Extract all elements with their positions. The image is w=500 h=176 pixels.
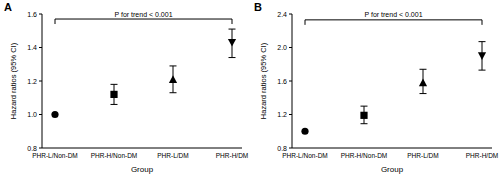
annotation: P for trend < 0.001 [364, 11, 422, 18]
panel-label: B [254, 1, 262, 13]
error-bar [229, 29, 236, 57]
error-bar [420, 69, 427, 93]
point [301, 128, 308, 135]
annotation: P for trend < 0.001 [114, 11, 172, 18]
panel: B 0.8 1.2 1.6 2.0 2.4 PHR-L/Non-DM PHR-H/Non-DM… [254, 1, 498, 174]
y-axis-label: Hazard ratios (95% CI) [9, 42, 18, 119]
y-tick [39, 81, 42, 82]
x-tick-label: PHR-L/Non-DM [32, 152, 78, 159]
y-tick [289, 81, 292, 82]
x-tick-label: PHR-H/DM [216, 152, 249, 159]
y-tick [289, 148, 292, 149]
y-tick [39, 14, 42, 15]
marks [51, 29, 236, 118]
x-axis-label: Group [381, 165, 404, 174]
y-tick [289, 114, 292, 115]
point [110, 91, 117, 98]
point [478, 52, 486, 60]
y-tick-label: 0.8 [277, 145, 287, 152]
x-axis [292, 148, 492, 149]
y-tick [39, 114, 42, 115]
y-tick [39, 148, 42, 149]
y-tick-label: 1.0 [27, 111, 37, 118]
x-tick-label: PHR-H/Non-DM [91, 152, 138, 159]
point [169, 75, 177, 83]
x-tick-label: PHR-L/Non-DM [282, 152, 328, 159]
point [51, 111, 58, 118]
point [419, 79, 427, 87]
y-axis-label: Hazard ratios (95% CI) [259, 42, 268, 119]
x-tick-label: PHR-L/DM [407, 152, 438, 159]
y-tick [289, 14, 292, 15]
y-tick-label: 1.6 [27, 11, 37, 18]
y-tick-label: 2.4 [277, 11, 287, 18]
x-axis-label: Group [131, 165, 154, 174]
point [360, 112, 367, 119]
x-axis [42, 148, 242, 149]
y-tick-label: 1.2 [277, 111, 287, 118]
y-tick-label: 1.6 [277, 78, 287, 85]
y-tick-label: 0.8 [27, 145, 37, 152]
error-bar [479, 42, 486, 70]
error-bar [170, 66, 177, 93]
y-tick-label: 1.2 [27, 78, 37, 85]
error-bar [111, 84, 118, 104]
x-tick-label: PHR-L/DM [157, 152, 188, 159]
trend-bracket [305, 20, 482, 25]
point [228, 39, 236, 47]
error-bar [361, 106, 368, 124]
x-tick-label: PHR-H/Non-DM [341, 152, 388, 159]
marks [301, 42, 486, 135]
x-tick-label: PHR-H/DM [466, 152, 499, 159]
figure: A 0.8 1.0 1.2 1.4 1.6 PHR-L/Non-DM PHR-H/Non-DM… [0, 0, 500, 176]
y-tick [289, 47, 292, 48]
panel: A 0.8 1.0 1.2 1.4 1.6 PHR-L/Non-DM PHR-H/Non-DM… [4, 1, 248, 174]
y-tick-label: 2.0 [277, 44, 287, 51]
y-tick [39, 47, 42, 48]
panel-label: A [4, 1, 12, 13]
y-tick-label: 1.4 [27, 44, 37, 51]
trend-bracket [55, 19, 232, 24]
